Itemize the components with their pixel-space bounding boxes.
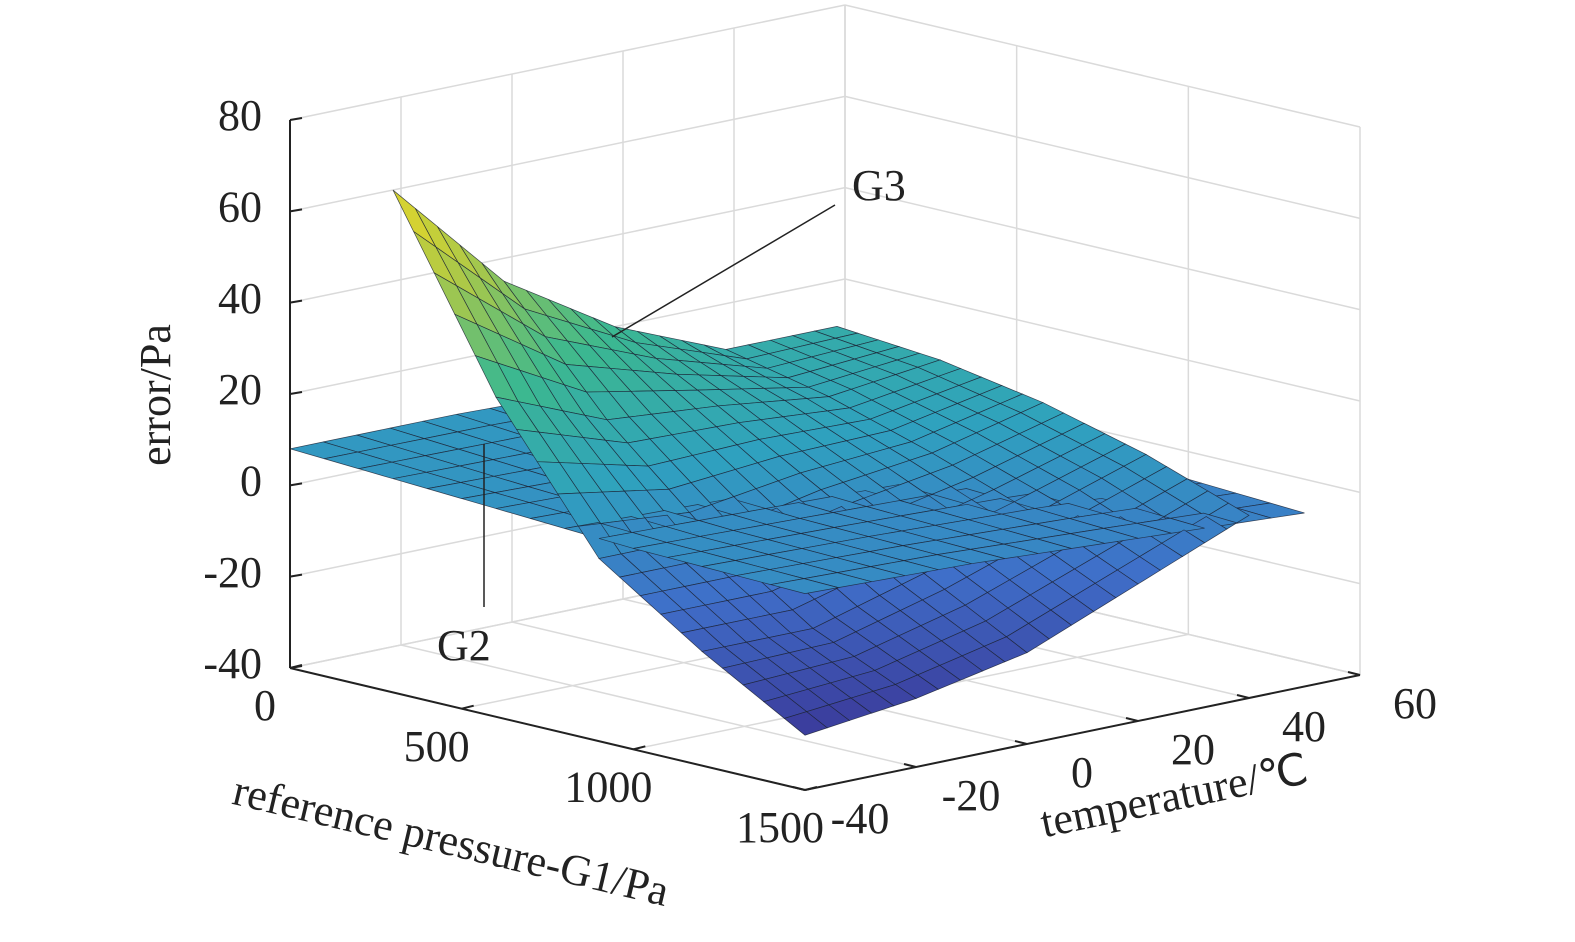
x-tick-label: 0 [254,681,276,730]
grid-line [844,95,1361,220]
y-tick [1347,671,1361,676]
y-tick-label: -20 [942,771,1001,820]
z-tick [289,391,303,395]
y-tick [903,763,917,768]
z-axis-title: error/Pa [131,324,180,466]
x-tick-label: 1000 [564,762,652,811]
surface-cell [392,189,437,248]
x-tick [461,704,474,710]
z-tick-label: -40 [203,639,262,688]
z-tick [289,208,303,213]
y-tick [1125,717,1139,722]
z-tick-label: -20 [203,548,262,597]
y-tick-label: 20 [1171,725,1215,774]
grid-line [400,644,917,768]
grid-line [844,4,1361,128]
y-tick [1236,694,1250,699]
x-tick-label: 500 [404,722,470,771]
z-tick [289,482,303,487]
x-tick [289,664,303,669]
grid-line [289,186,846,304]
surface-cell [783,711,828,736]
z-tick-label: 80 [218,91,262,140]
y-tick-label: -40 [831,794,890,843]
z-tick [289,573,303,578]
y-tick-label: 40 [1282,702,1326,751]
z-tick-label: 20 [218,365,262,414]
z-tick-label: 0 [240,456,262,505]
grid-line [289,95,846,213]
x-tick [633,745,646,751]
grid-line [289,4,846,121]
z-tick [289,299,303,304]
z-tick-label: 40 [218,274,262,323]
annotation: G2 [437,621,491,670]
y-tick-label: 0 [1071,748,1093,797]
y-tick-label: 60 [1393,679,1437,728]
surfaces [289,189,1305,736]
grid-line [844,186,1361,311]
x-tick [804,786,818,791]
y-tick [792,786,806,791]
surface-cell [770,578,839,594]
y-axis [804,674,1361,791]
y-tick [1014,740,1028,745]
grid-line [844,278,1361,402]
x-axis [289,667,806,791]
x-tick-label: 1500 [736,803,824,852]
annotation: G3 [852,161,906,210]
z-tick [289,117,303,121]
annotation-line [611,204,836,338]
z-tick-label: 60 [218,182,262,231]
